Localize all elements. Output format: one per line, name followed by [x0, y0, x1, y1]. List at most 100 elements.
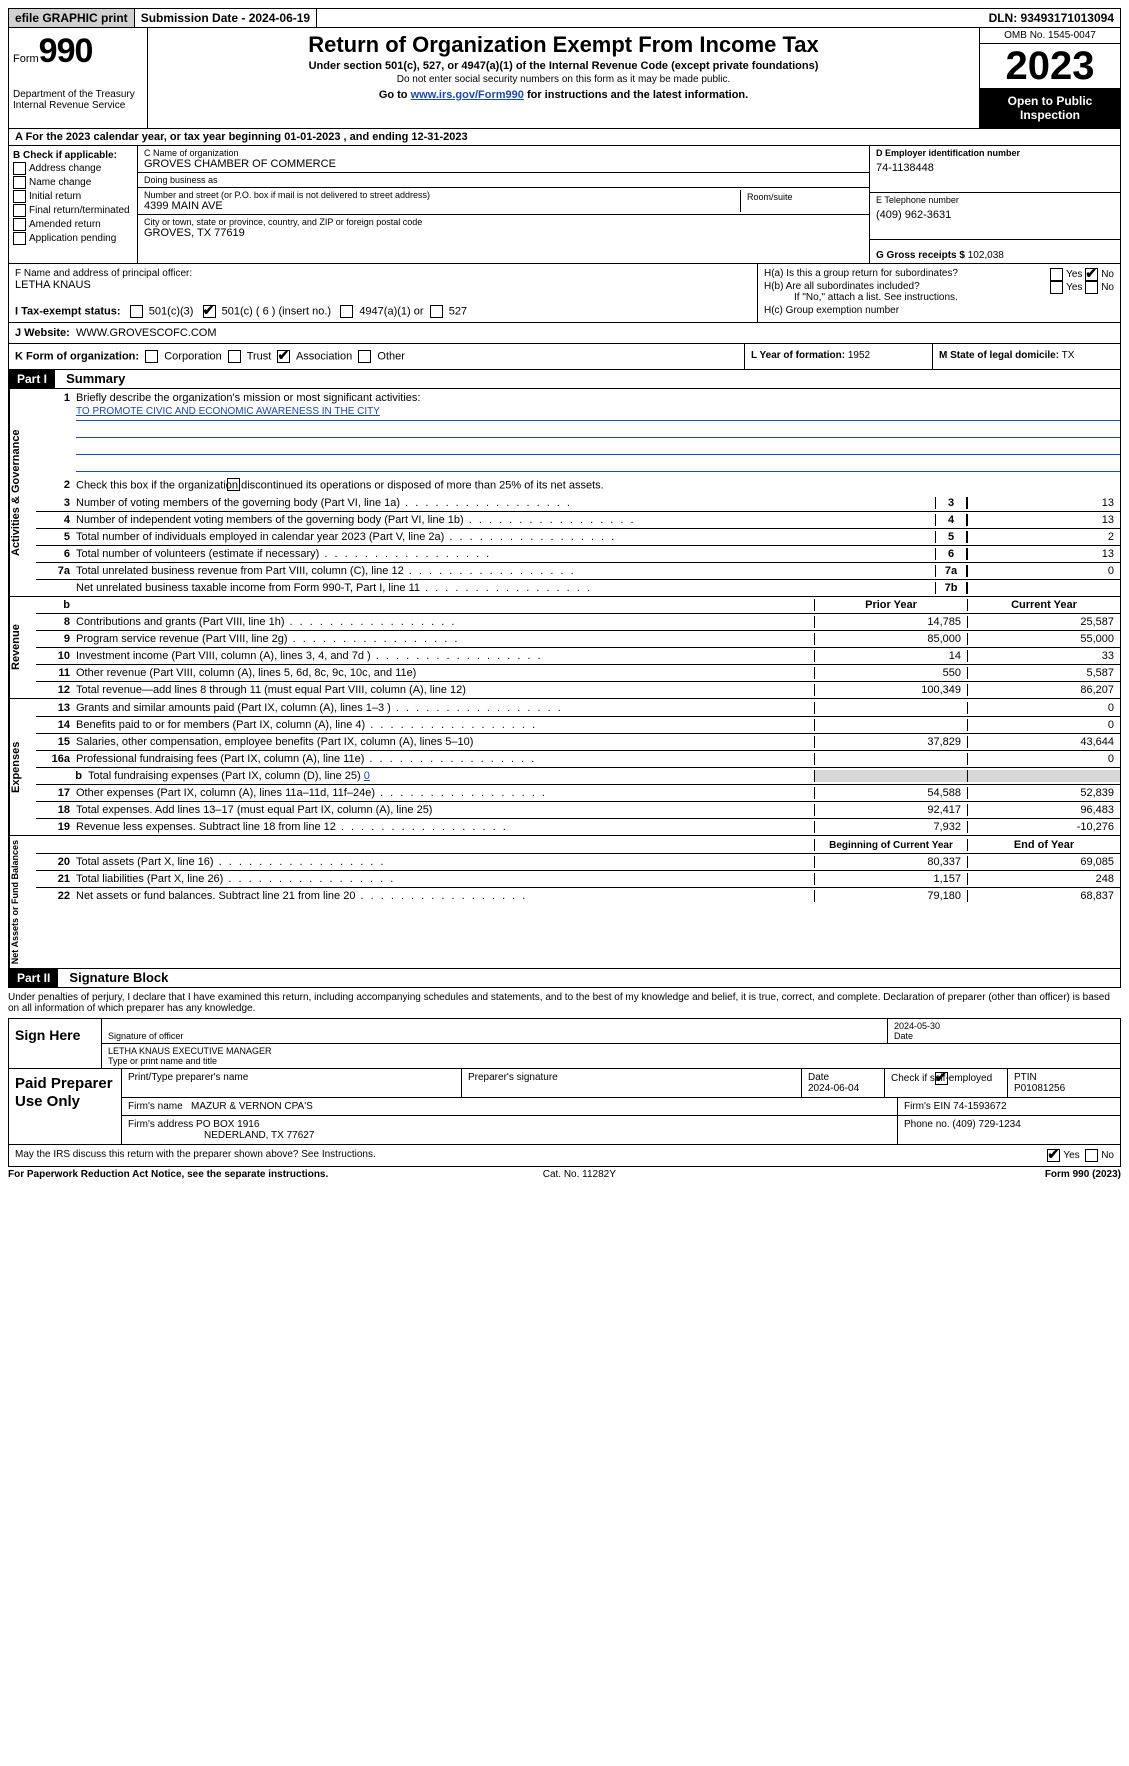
- omb-number: OMB No. 1545-0047: [980, 28, 1120, 44]
- city-value: GROVES, TX 77619: [144, 227, 863, 239]
- box-b-header: B Check if applicable:: [13, 150, 133, 161]
- val-7b: [967, 582, 1120, 594]
- org-name: GROVES CHAMBER OF COMMERCE: [144, 158, 863, 170]
- row-klm: K Form of organization: Corporation Trus…: [8, 344, 1121, 370]
- vtab-expenses: Expenses: [9, 699, 36, 835]
- ha-yes[interactable]: [1050, 268, 1063, 281]
- chk-initial-return[interactable]: [13, 190, 26, 203]
- footer-mid: Cat. No. 11282Y: [543, 1169, 616, 1180]
- chk-amended[interactable]: [13, 218, 26, 231]
- room-suite-label: Room/suite: [741, 190, 863, 212]
- firm-phone: (409) 729-1234: [952, 1119, 1020, 1130]
- vtab-revenue: Revenue: [9, 597, 36, 698]
- part1-header: Part I: [9, 370, 55, 388]
- val-6: 13: [967, 548, 1120, 560]
- hb-no[interactable]: [1085, 281, 1098, 294]
- dba-label: Doing business as: [144, 175, 863, 185]
- ha-no[interactable]: [1085, 268, 1098, 281]
- state-domicile: TX: [1062, 350, 1075, 361]
- officer-name-title: LETHA KNAUS EXECUTIVE MANAGER: [108, 1046, 1114, 1056]
- submission-date: Submission Date - 2024-06-19: [135, 9, 317, 27]
- row-a-tax-year: A For the 2023 calendar year, or tax yea…: [8, 129, 1121, 146]
- footer-left: For Paperwork Reduction Act Notice, see …: [8, 1169, 328, 1180]
- summary-governance: Activities & Governance 1 Briefly descri…: [8, 389, 1121, 597]
- city-label: City or town, state or province, country…: [144, 217, 863, 227]
- phone-value: (409) 962-3631: [876, 205, 1114, 221]
- firm-ein: 74-1593672: [953, 1101, 1006, 1112]
- hb-label: H(b) Are all subordinates included?: [764, 281, 920, 292]
- ptin: P01081256: [1014, 1083, 1114, 1094]
- street-label: Number and street (or P.O. box if mail i…: [144, 190, 740, 200]
- open-to-public: Open to Public Inspection: [980, 88, 1120, 128]
- hdr-prior: Prior Year: [814, 599, 967, 611]
- chk-app-pending[interactable]: [13, 232, 26, 245]
- discuss-yes[interactable]: [1047, 1149, 1060, 1162]
- firm-addr1: PO BOX 1916: [196, 1119, 259, 1130]
- gross-receipts-value: 102,038: [968, 250, 1004, 261]
- chk-address-change[interactable]: [13, 162, 26, 175]
- dln: DLN: 93493171013094: [983, 9, 1120, 27]
- prep-date: 2024-06-04: [808, 1083, 878, 1094]
- hc-label: H(c) Group exemption number: [764, 305, 1114, 316]
- gross-receipts-label: G Gross receipts $: [876, 250, 965, 261]
- mission-text: TO PROMOTE CIVIC AND ECONOMIC AWARENESS …: [76, 406, 1120, 421]
- val-3: 13: [967, 497, 1120, 509]
- part1-title: Summary: [58, 369, 133, 388]
- page-footer: For Paperwork Reduction Act Notice, see …: [8, 1167, 1121, 1180]
- summary-netassets: Net Assets or Fund Balances Beginning of…: [8, 836, 1121, 969]
- val-5: 2: [967, 531, 1120, 543]
- chk-discontinued[interactable]: [227, 478, 240, 491]
- ein-value: 74-1138448: [876, 158, 1114, 174]
- part2-title: Signature Block: [61, 968, 176, 987]
- paid-preparer-block: Paid Preparer Use Only Print/Type prepar…: [8, 1069, 1121, 1145]
- chk-501c3[interactable]: [130, 305, 143, 318]
- subtitle-3: Go to www.irs.gov/Form990 for instructio…: [156, 89, 971, 101]
- vtab-netassets: Net Assets or Fund Balances: [9, 836, 36, 968]
- chk-corp[interactable]: [145, 350, 158, 363]
- hb-yes[interactable]: [1050, 281, 1063, 294]
- discuss-no[interactable]: [1085, 1149, 1098, 1162]
- val-4: 13: [967, 514, 1120, 526]
- sign-here-block: Sign Here Signature of officer 2024-05-3…: [8, 1018, 1121, 1069]
- form-header: Form990 Department of the Treasury Inter…: [8, 28, 1121, 129]
- org-name-label: C Name of organization: [144, 148, 863, 158]
- chk-final-return[interactable]: [13, 204, 26, 217]
- form-label: Form: [13, 53, 39, 65]
- paid-preparer-label: Paid Preparer Use Only: [9, 1069, 122, 1144]
- chk-527[interactable]: [430, 305, 443, 318]
- subtitle-1: Under section 501(c), 527, or 4947(a)(1)…: [156, 60, 971, 72]
- val-7a: 0: [967, 565, 1120, 577]
- sign-here-label: Sign Here: [9, 1019, 102, 1068]
- firm-name: MAZUR & VERNON CPA'S: [191, 1101, 313, 1112]
- top-bar: efile GRAPHIC print Submission Date - 20…: [8, 8, 1121, 28]
- sig-date: 2024-05-30: [894, 1021, 1114, 1031]
- row-f-h: F Name and address of principal officer:…: [8, 263, 1121, 323]
- part2-header: Part II: [9, 969, 58, 987]
- summary-revenue: Revenue bPrior YearCurrent Year 8Contrib…: [8, 597, 1121, 699]
- ein-label: D Employer identification number: [876, 148, 1114, 158]
- street-value: 4399 MAIN AVE: [144, 200, 740, 212]
- officer-name: LETHA KNAUS: [15, 279, 751, 291]
- year-formation: 1952: [848, 350, 870, 361]
- firm-addr2: NEDERLAND, TX 77627: [204, 1130, 314, 1141]
- form-title: Return of Organization Exempt From Incom…: [156, 32, 971, 58]
- chk-other[interactable]: [358, 350, 371, 363]
- chk-self-employed[interactable]: [935, 1072, 948, 1085]
- vtab-governance: Activities & Governance: [9, 389, 36, 596]
- efile-print-button[interactable]: efile GRAPHIC print: [9, 9, 135, 27]
- ha-label: H(a) Is this a group return for subordin…: [764, 268, 958, 279]
- summary-expenses: Expenses 13Grants and similar amounts pa…: [8, 699, 1121, 836]
- phone-label: E Telephone number: [876, 195, 1114, 205]
- dept-treasury: Department of the Treasury Internal Reve…: [13, 89, 143, 111]
- chk-4947[interactable]: [340, 305, 353, 318]
- chk-assoc[interactable]: [277, 350, 290, 363]
- signature-declaration: Under penalties of perjury, I declare th…: [8, 988, 1121, 1018]
- chk-trust[interactable]: [228, 350, 241, 363]
- chk-name-change[interactable]: [13, 176, 26, 189]
- irs-link[interactable]: www.irs.gov/Form990: [411, 89, 524, 101]
- website-value: WWW.GROVESCOFC.COM: [76, 327, 217, 339]
- form-number: 990: [39, 32, 93, 70]
- tax-year: 2023: [980, 44, 1120, 88]
- officer-label: F Name and address of principal officer:: [15, 268, 751, 279]
- chk-501c[interactable]: [203, 305, 216, 318]
